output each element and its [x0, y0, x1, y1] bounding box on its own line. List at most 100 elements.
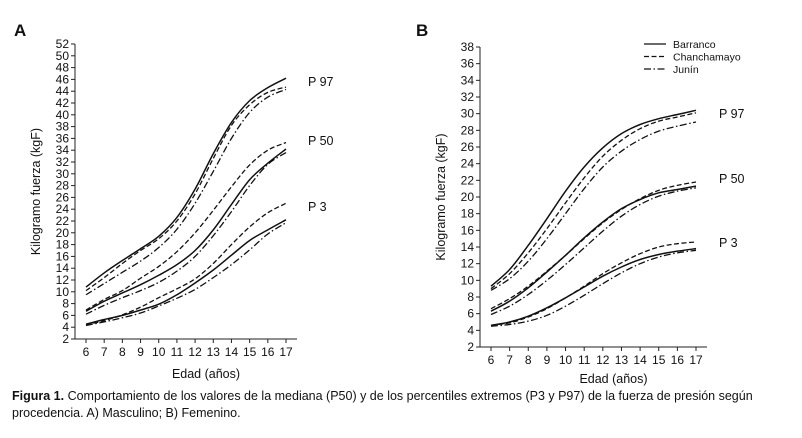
y-tick-label: 16 [56, 249, 70, 263]
legend-entry: Junín [673, 64, 699, 76]
series-line-junn-p3 [490, 249, 697, 327]
curve-label: P 97 [719, 107, 745, 121]
panel-label: B [416, 21, 428, 40]
x-tick-label: 15 [652, 353, 666, 367]
series-line-barranco-p3 [490, 247, 697, 327]
caption-label: Figura 1. [12, 389, 65, 403]
series-line-chanchamayo-p3 [490, 241, 697, 326]
curve-label: P 97 [308, 75, 334, 89]
x-tick-label: 7 [101, 345, 108, 359]
y-tick-label: 44 [56, 84, 70, 98]
y-tick-label: 6 [467, 307, 474, 321]
x-tick-label: 9 [544, 353, 551, 367]
curve-label: P 3 [719, 236, 738, 250]
x-tick-label: 7 [506, 353, 513, 367]
curve-label: P 50 [308, 134, 334, 148]
y-tick-label: 2 [467, 340, 474, 354]
y-axis-label: Kilogramo fuerza (kgF) [434, 133, 448, 260]
y-tick-label: 10 [56, 285, 70, 299]
y-tick-label: 28 [56, 179, 70, 193]
y-tick-label: 4 [467, 323, 474, 337]
panel-label: A [14, 21, 26, 40]
x-tick-label: 16 [671, 353, 685, 367]
y-tick-label: 28 [461, 123, 475, 137]
x-tick-label: 14 [225, 345, 239, 359]
series-line-junn-p3 [85, 222, 287, 327]
series-line-barranco-p50 [490, 185, 697, 312]
y-tick-label: 50 [56, 49, 70, 63]
y-tick-label: 20 [56, 226, 70, 240]
curve-label: P 3 [308, 200, 327, 214]
series-line-chanchamayo-p50 [85, 141, 287, 311]
x-tick-label: 6 [488, 353, 495, 367]
panel-a-chart: A246810121416182022242628303234363840424… [14, 21, 334, 381]
caption-text: Comportamiento de los valores de la medi… [12, 389, 753, 420]
series-line-junn-p50 [490, 187, 697, 316]
x-tick-label: 6 [83, 345, 90, 359]
y-tick-label: 16 [461, 223, 475, 237]
x-tick-label: 13 [615, 353, 629, 367]
y-tick-label: 18 [56, 238, 70, 252]
y-tick-label: 12 [56, 273, 70, 287]
x-tick-label: 12 [596, 353, 610, 367]
y-tick-label: 34 [56, 143, 70, 157]
x-tick-label: 11 [171, 345, 184, 359]
y-tick-label: 10 [461, 273, 475, 287]
y-tick-label: 30 [461, 107, 475, 121]
y-tick-label: 4 [62, 320, 69, 334]
y-tick-label: 34 [461, 73, 475, 87]
series-line-barranco-p50 [85, 148, 287, 312]
y-tick-label: 24 [461, 157, 475, 171]
series-line-junn-p50 [85, 152, 287, 315]
x-tick-label: 15 [243, 345, 257, 359]
y-axis-label: Kilogramo fuerza (kgF) [29, 128, 43, 255]
series-line-chanchamayo-p97 [490, 112, 697, 290]
y-tick-label: 48 [56, 61, 70, 75]
y-tick-label: 14 [461, 240, 475, 254]
y-tick-label: 38 [461, 40, 475, 54]
legend-entry: Chanchamayo [673, 52, 741, 64]
y-tick-label: 26 [461, 140, 475, 154]
x-tick-label: 10 [152, 345, 166, 359]
y-tick-label: 24 [56, 202, 70, 216]
series-line-junn-p97 [85, 88, 287, 296]
y-tick-label: 2 [62, 332, 69, 346]
series-line-chanchamayo-p50 [490, 181, 697, 310]
x-tick-label: 8 [525, 353, 532, 367]
series-line-barranco-p3 [85, 219, 287, 325]
x-axis-label: Edad (años) [172, 367, 240, 381]
x-axis-label: Edad (años) [579, 372, 647, 386]
y-tick-label: 22 [461, 173, 475, 187]
x-tick-label: 16 [261, 345, 275, 359]
x-tick-label: 8 [119, 345, 126, 359]
y-tick-label: 36 [56, 131, 70, 145]
y-tick-label: 6 [62, 308, 69, 322]
y-tick-label: 22 [56, 214, 70, 228]
x-tick-label: 9 [137, 345, 144, 359]
y-tick-label: 38 [56, 120, 70, 134]
y-tick-label: 52 [56, 37, 70, 51]
x-tick-label: 11 [578, 353, 591, 367]
series-line-chanchamayo-p97 [85, 86, 287, 292]
legend-entry: Barranco [673, 39, 716, 51]
y-tick-label: 42 [56, 96, 70, 110]
series-line-barranco-p97 [85, 77, 287, 288]
y-tick-label: 32 [56, 155, 70, 169]
y-tick-label: 8 [62, 297, 69, 311]
y-tick-label: 46 [56, 72, 70, 86]
y-tick-label: 30 [56, 167, 70, 181]
x-tick-label: 17 [689, 353, 703, 367]
y-tick-label: 12 [461, 257, 475, 271]
x-tick-label: 13 [207, 345, 221, 359]
series-line-barranco-p97 [490, 109, 697, 287]
y-tick-label: 18 [461, 207, 475, 221]
x-tick-label: 17 [279, 345, 293, 359]
curve-label: P 50 [719, 172, 745, 186]
y-tick-label: 32 [461, 90, 475, 104]
y-tick-label: 40 [56, 108, 70, 122]
x-tick-label: 14 [633, 353, 647, 367]
y-tick-label: 20 [461, 190, 475, 204]
y-tick-label: 26 [56, 190, 70, 204]
